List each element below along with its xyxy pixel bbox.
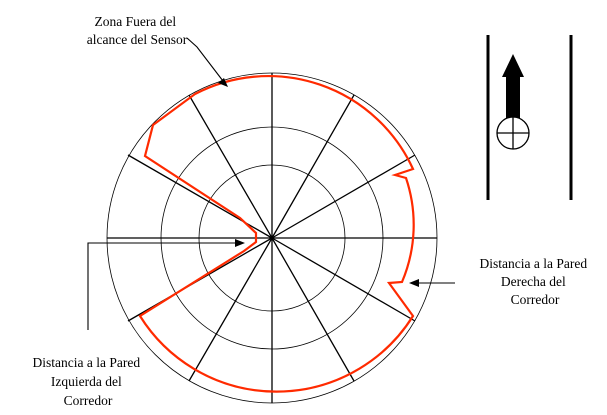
label-left-wall: Distancia a la Pared Izquierda del Corre… (33, 355, 144, 408)
leader-arrowhead (218, 78, 228, 87)
label-line: Corredor (64, 393, 113, 408)
callout-right-wall (409, 279, 455, 287)
beam-30 (271, 154, 416, 239)
beam-330 (271, 237, 416, 322)
callout-out-of-range (186, 37, 228, 87)
leader-line-out-of-range (186, 37, 224, 82)
arrow-head (502, 54, 524, 77)
sensor-beams (107, 73, 437, 403)
label-line: Zona Fuera del (94, 14, 176, 29)
robot-crosshair-icon (496, 116, 530, 150)
label-line: Distancia a la Pared (480, 256, 588, 271)
up-arrow-icon (502, 54, 524, 119)
callout-left-wall (87, 239, 245, 330)
corridor-schematic (486, 35, 573, 200)
distance-profile (138, 75, 415, 393)
leader-arrowhead (235, 239, 245, 247)
leader-arrowhead (409, 279, 419, 287)
leader-line-left-wall (87, 242, 236, 330)
arrow-shaft (506, 75, 520, 119)
label-right-wall: Distancia a la Pared Derecha del Corredo… (480, 256, 591, 307)
label-line: Distancia a la Pared (33, 355, 141, 370)
beam-60 (271, 94, 355, 239)
label-line: alcance del Sensor (87, 32, 188, 47)
beam-240 (188, 237, 273, 382)
beam-120 (188, 94, 273, 239)
label-line: Derecha del (501, 274, 566, 289)
label-out-of-range: Zona Fuera del alcance del Sensor (87, 14, 188, 47)
beam-300 (271, 237, 355, 382)
label-line: Corredor (511, 292, 560, 307)
label-line: Izquierda del (51, 374, 122, 389)
